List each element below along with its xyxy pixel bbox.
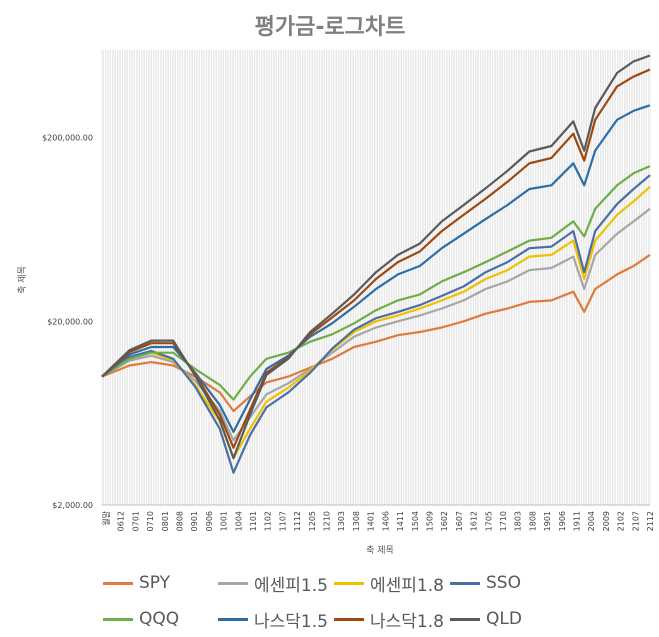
x-tick-label: 1308: [352, 511, 361, 531]
log-line-chart: 평가금-로그차트 $2,000.00$20,000.00$200,000.00 …: [17, 15, 655, 556]
x-tick-label: 0906: [205, 511, 214, 531]
legend-swatch-snp18: [334, 581, 364, 585]
legend-item-qld: QLD: [450, 604, 522, 634]
x-tick-label: 0701: [131, 511, 140, 531]
x-tick-label: 1406: [381, 511, 390, 531]
x-tick-label: 0710: [146, 511, 155, 531]
legend-item-snp15: 에센피1.5: [218, 568, 328, 598]
series-layer: [101, 54, 651, 474]
x-tick-label: 1411: [396, 511, 405, 531]
x-tick-label: 1509: [425, 511, 434, 531]
x-tick-label: 1808: [528, 511, 537, 531]
x-tick-label: 1401: [367, 511, 376, 531]
series-line-2: [101, 185, 651, 460]
legend-item-spy: SPY: [103, 568, 170, 598]
x-tick-label: 1101: [249, 511, 258, 531]
legend-label: 나스닥1.8: [370, 611, 444, 632]
x-tick-label: 1602: [440, 511, 449, 531]
x-tick-label: 1205: [308, 511, 317, 531]
x-tick-label: 1107: [278, 511, 287, 531]
series-line-6: [101, 68, 651, 449]
x-tick-label: 1911: [572, 511, 581, 531]
legend-swatch-sso: [450, 581, 480, 585]
x-tick-label: 월말: [101, 510, 111, 525]
legend-label: SPY: [139, 573, 171, 593]
x-tick-label: 0808: [176, 511, 185, 531]
legend-label: QLD: [486, 609, 522, 629]
legend-label: 나스닥1.5: [254, 611, 328, 632]
series-line-3: [101, 174, 651, 474]
legend-label: 에센피1.8: [370, 575, 444, 596]
legend-label: SSO: [486, 573, 521, 593]
x-tick-label: 1803: [514, 511, 523, 531]
x-tick-label: 1102: [264, 511, 273, 531]
x-tick-label: 1710: [499, 511, 508, 531]
x-tick-label: 1303: [337, 511, 346, 531]
x-tick-label: 2004: [587, 511, 596, 531]
x-tick-label: 2009: [602, 511, 611, 531]
x-tick-label: 1004: [234, 511, 243, 531]
legend-item-qqq: QQQ: [103, 604, 179, 634]
legend-label: QQQ: [139, 609, 180, 629]
legend-swatch-spy: [103, 581, 133, 585]
y-tick-label: $2,000.00: [52, 501, 93, 510]
legend-item-ndq15: 나스닥1.5: [218, 604, 328, 634]
x-tick-label: 2107: [631, 511, 640, 531]
x-tick-label: 1504: [411, 511, 420, 531]
series-line-7: [101, 54, 651, 460]
legend-swatch-ndq15: [218, 617, 248, 621]
legend: SPY 에센피1.5 에센피1.8 SSO QQQ 나스닥1.5 나스닥1.8: [0, 568, 659, 637]
y-tick-label: $200,000.00: [42, 134, 93, 143]
x-tick-label: 1210: [323, 511, 332, 531]
legend-label: 에센피1.5: [254, 575, 328, 596]
legend-swatch-snp15: [218, 581, 248, 585]
legend-item-snp18: 에센피1.8: [334, 568, 444, 598]
x-tick-label: 0612: [117, 511, 126, 531]
legend-swatch-qqq: [103, 617, 133, 621]
x-tick-label: 1901: [543, 511, 552, 531]
legend-swatch-qld: [450, 617, 480, 621]
chart-title: 평가금-로그차트: [255, 15, 406, 40]
y-tick-label: $20,000.00: [47, 317, 93, 326]
y-axis: $2,000.00 $20,000.00 $200,000.00: [42, 134, 93, 510]
x-axis: 월말 0612 0701 0710 0801 0808 0901 0906 1001 1004 11…: [101, 504, 655, 531]
x-tick-label: 2102: [617, 511, 626, 531]
x-tick-label: 1607: [455, 511, 464, 531]
x-axis-title: 축 제목: [366, 545, 394, 556]
x-tick-label: 0801: [161, 511, 170, 531]
series-line-5: [101, 104, 651, 433]
x-tick-label: 1906: [558, 511, 567, 531]
x-tick-label: 1705: [484, 511, 493, 531]
legend-swatch-ndq18: [334, 617, 364, 621]
y-axis-title: 축 제목: [17, 266, 28, 294]
x-tick-label: 2112: [646, 511, 655, 531]
series-line-0: [101, 253, 651, 413]
x-tick-label: 1612: [470, 511, 479, 531]
x-tick-label: 0901: [190, 511, 199, 531]
series-line-4: [101, 165, 651, 401]
x-tick-label: 1112: [293, 511, 302, 531]
x-tick-label: 1001: [220, 511, 229, 531]
legend-item-ndq18: 나스닥1.8: [334, 604, 444, 634]
grid-layer: [101, 50, 651, 505]
legend-item-sso: SSO: [450, 568, 521, 598]
